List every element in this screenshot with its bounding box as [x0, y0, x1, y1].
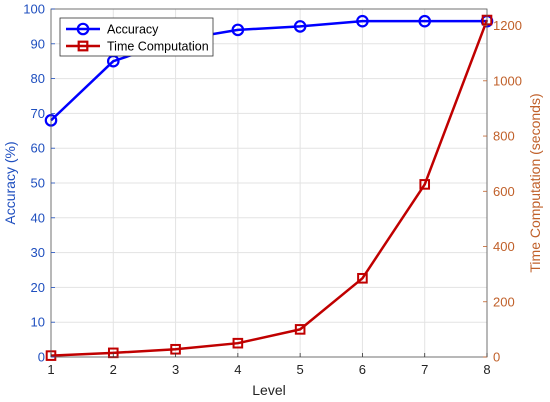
y-left-tick-label-1: 10	[31, 315, 45, 330]
x-axis-label: Level	[252, 382, 285, 398]
y-left-tick-label-2: 20	[31, 280, 45, 295]
y-right-axis-label: Time Computation (seconds)	[527, 93, 543, 272]
legend-marker-time-computation	[77, 40, 89, 52]
x-tick-label-5: 6	[359, 362, 366, 377]
x-tick-label-6: 7	[421, 362, 428, 377]
y-left-tick-label-7: 70	[31, 106, 45, 121]
y-left-tick-label-10: 100	[23, 2, 45, 17]
grid-lines	[50, 8, 488, 358]
legend-entry-time-computation: Time Computation	[66, 40, 209, 54]
y-left-tick-label-3: 30	[31, 245, 45, 260]
series-0-point-3	[231, 23, 245, 37]
y-left-tick-label-8: 80	[31, 71, 45, 86]
x-tick-label-3: 4	[234, 362, 241, 377]
y-left-tick-label-9: 90	[31, 36, 45, 51]
x-tick-label-2: 3	[172, 362, 179, 377]
series-1-point-3	[232, 337, 244, 349]
x-tick-label-7: 8	[483, 362, 490, 377]
legend-entry-accuracy: Accuracy	[66, 23, 159, 37]
legend: Accuracy Time Computation	[59, 17, 214, 57]
y-right-tick-label-0: 0	[493, 350, 500, 365]
x-tick-label-0: 1	[47, 362, 54, 377]
y-right-tick-label-2: 400	[493, 239, 515, 254]
y-right-tick-label-4: 800	[493, 129, 515, 144]
series-0-point-4	[293, 20, 307, 33]
series-1-point-6	[419, 179, 431, 190]
legend-label-accuracy: Accuracy	[107, 23, 159, 37]
y-right-tick-label-6: 1200	[493, 18, 522, 33]
series-1-point-4	[294, 324, 306, 335]
legend-label-time-computation: Time Computation	[107, 40, 209, 54]
tick-layer	[50, 8, 488, 358]
series-line-1	[50, 19, 489, 357]
legend-marker-accuracy	[76, 22, 90, 36]
x-tick-label-4: 5	[297, 362, 304, 377]
y-left-tick-label-5: 50	[31, 176, 45, 191]
series-layer	[44, 14, 494, 361]
tick-labels: 1 2 3 4 5 6 7 801020304050607080901000200400600…	[23, 2, 522, 378]
y-right-tick-label-1: 200	[493, 294, 515, 309]
series-0-point-6	[418, 14, 432, 28]
series-1-point-5	[357, 272, 368, 284]
x-tick-label-1: 2	[110, 362, 117, 377]
y-right-tick-label-3: 600	[493, 184, 515, 199]
series-1	[45, 14, 493, 361]
y-left-axis-label: Accuracy (%)	[2, 141, 18, 224]
series-0-point-5	[356, 14, 369, 28]
y-left-tick-label-6: 60	[31, 141, 45, 156]
y-left-tick-label-0: 0	[38, 350, 45, 365]
series-line-0	[50, 19, 487, 122]
y-left-tick-label-4: 40	[31, 210, 45, 225]
y-right-tick-label-5: 1000	[493, 73, 522, 88]
